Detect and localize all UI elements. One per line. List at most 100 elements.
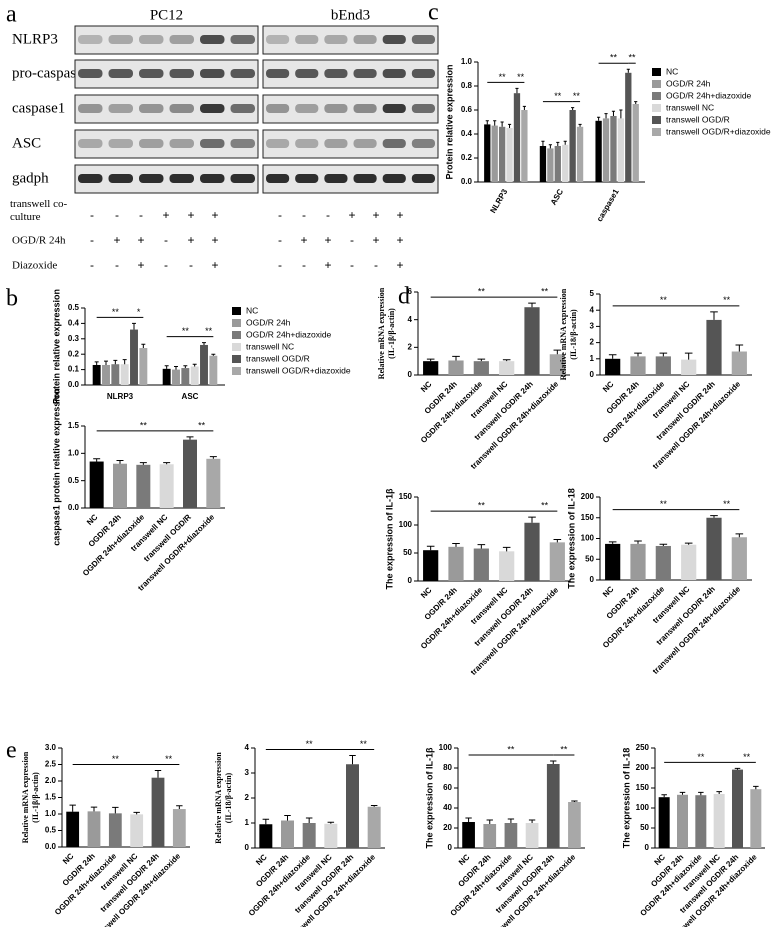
blot-band: [78, 174, 103, 183]
y-axis-label: caspase1 protein relative expression: [51, 388, 61, 546]
legend-swatch: [652, 104, 661, 112]
significance-label: **: [660, 499, 668, 509]
error-bar: [202, 342, 206, 345]
panel-label: e: [6, 738, 17, 764]
bar: [491, 125, 498, 182]
y-tick-label: 0.5: [45, 826, 57, 835]
bar: [151, 777, 165, 847]
error-bar: [284, 815, 291, 821]
error-bar: [502, 359, 511, 362]
bar: [713, 794, 725, 848]
condition-sign: +: [113, 233, 120, 247]
legend-label: OGD/R 24h: [666, 78, 711, 88]
bar: [346, 764, 359, 848]
bar: [367, 806, 381, 848]
legend-swatch: [652, 68, 661, 76]
y-axis-label: The expression of IL-18: [621, 748, 631, 849]
bar: [87, 811, 101, 847]
blot-band: [230, 69, 255, 78]
bar: [172, 809, 186, 847]
blot-band: [324, 69, 348, 78]
error-bar: [122, 359, 127, 365]
blot-band: [295, 35, 319, 44]
bar: [473, 548, 489, 581]
error-bar: [113, 359, 118, 365]
y-tick-label: 6: [408, 287, 413, 296]
y-axis-label: The expression of IL-18: [566, 488, 576, 589]
significance-label: **: [697, 752, 705, 762]
error-bar: [659, 352, 668, 357]
error-bar: [684, 542, 693, 545]
bar: [136, 464, 151, 508]
bar: [569, 110, 576, 182]
y-tick-label: 200: [636, 763, 650, 772]
error-bar: [661, 794, 667, 798]
y-tick-label: 50: [403, 548, 412, 557]
y-tick-label: 0.0: [461, 177, 473, 186]
bar: [695, 795, 707, 848]
blot-band: [353, 139, 377, 148]
bar: [281, 820, 294, 848]
condition-sign: +: [396, 258, 403, 272]
blot-box: [74, 25, 259, 55]
blot-band: [169, 104, 194, 113]
bar: [681, 359, 697, 375]
blot-band: [139, 174, 164, 183]
error-bar: [553, 539, 562, 543]
error-bar: [69, 804, 76, 812]
bar: [549, 542, 565, 581]
x-tick-label: NC: [85, 512, 100, 527]
blot-box: [74, 94, 259, 124]
blot-band: [382, 174, 406, 183]
bar: [172, 369, 180, 385]
panel-label: c: [428, 0, 439, 26]
bar: [108, 813, 122, 847]
significance-label: **: [182, 326, 190, 336]
legend-label: transwell NC: [246, 341, 294, 351]
blot-band: [353, 35, 377, 44]
bar: [546, 764, 560, 848]
y-tick-label: 0: [590, 575, 595, 584]
condition-sign: +: [211, 208, 218, 222]
blot-band: [266, 174, 290, 183]
error-bar: [659, 543, 668, 546]
condition-sign: -: [278, 233, 282, 247]
bar: [562, 144, 569, 182]
error-bar: [502, 546, 511, 552]
error-bar: [349, 755, 356, 765]
y-tick-label: 5: [590, 289, 595, 298]
bar: [324, 823, 338, 848]
error-bar: [139, 462, 147, 465]
significance-label: **: [629, 53, 637, 63]
bar: [448, 546, 464, 581]
bar: [554, 146, 561, 182]
blot-band: [324, 35, 348, 44]
y-tick-label: 1.0: [68, 448, 80, 457]
bar: [181, 368, 190, 385]
blot-band: [200, 69, 225, 78]
error-bar: [493, 120, 497, 126]
blot-band: [169, 69, 194, 78]
condition-sign: -: [90, 258, 94, 272]
error-bar: [426, 358, 435, 362]
y-axis-label: Relative mRNA expression: [214, 752, 223, 844]
error-bar: [90, 806, 98, 812]
legend-label: transwell NC: [666, 102, 714, 112]
condition-sign: +: [187, 233, 194, 247]
y-tick-label: 4: [245, 743, 250, 752]
error-bar: [578, 123, 582, 127]
blot-band: [411, 35, 435, 44]
y-tick-label: 2.5: [45, 760, 57, 769]
blot-band: [200, 139, 225, 148]
y-axis-label: Relative mRNA expression: [21, 751, 30, 843]
bar: [706, 517, 722, 580]
error-bar: [634, 101, 638, 104]
bar: [209, 355, 218, 385]
y-tick-label: 150: [581, 513, 595, 522]
y-axis-label: (IL-1β/β-actin): [31, 772, 40, 823]
bar: [630, 543, 646, 580]
bar: [499, 361, 515, 375]
legend-swatch: [652, 80, 661, 88]
significance-label: **: [723, 295, 731, 305]
bar: [423, 550, 439, 581]
